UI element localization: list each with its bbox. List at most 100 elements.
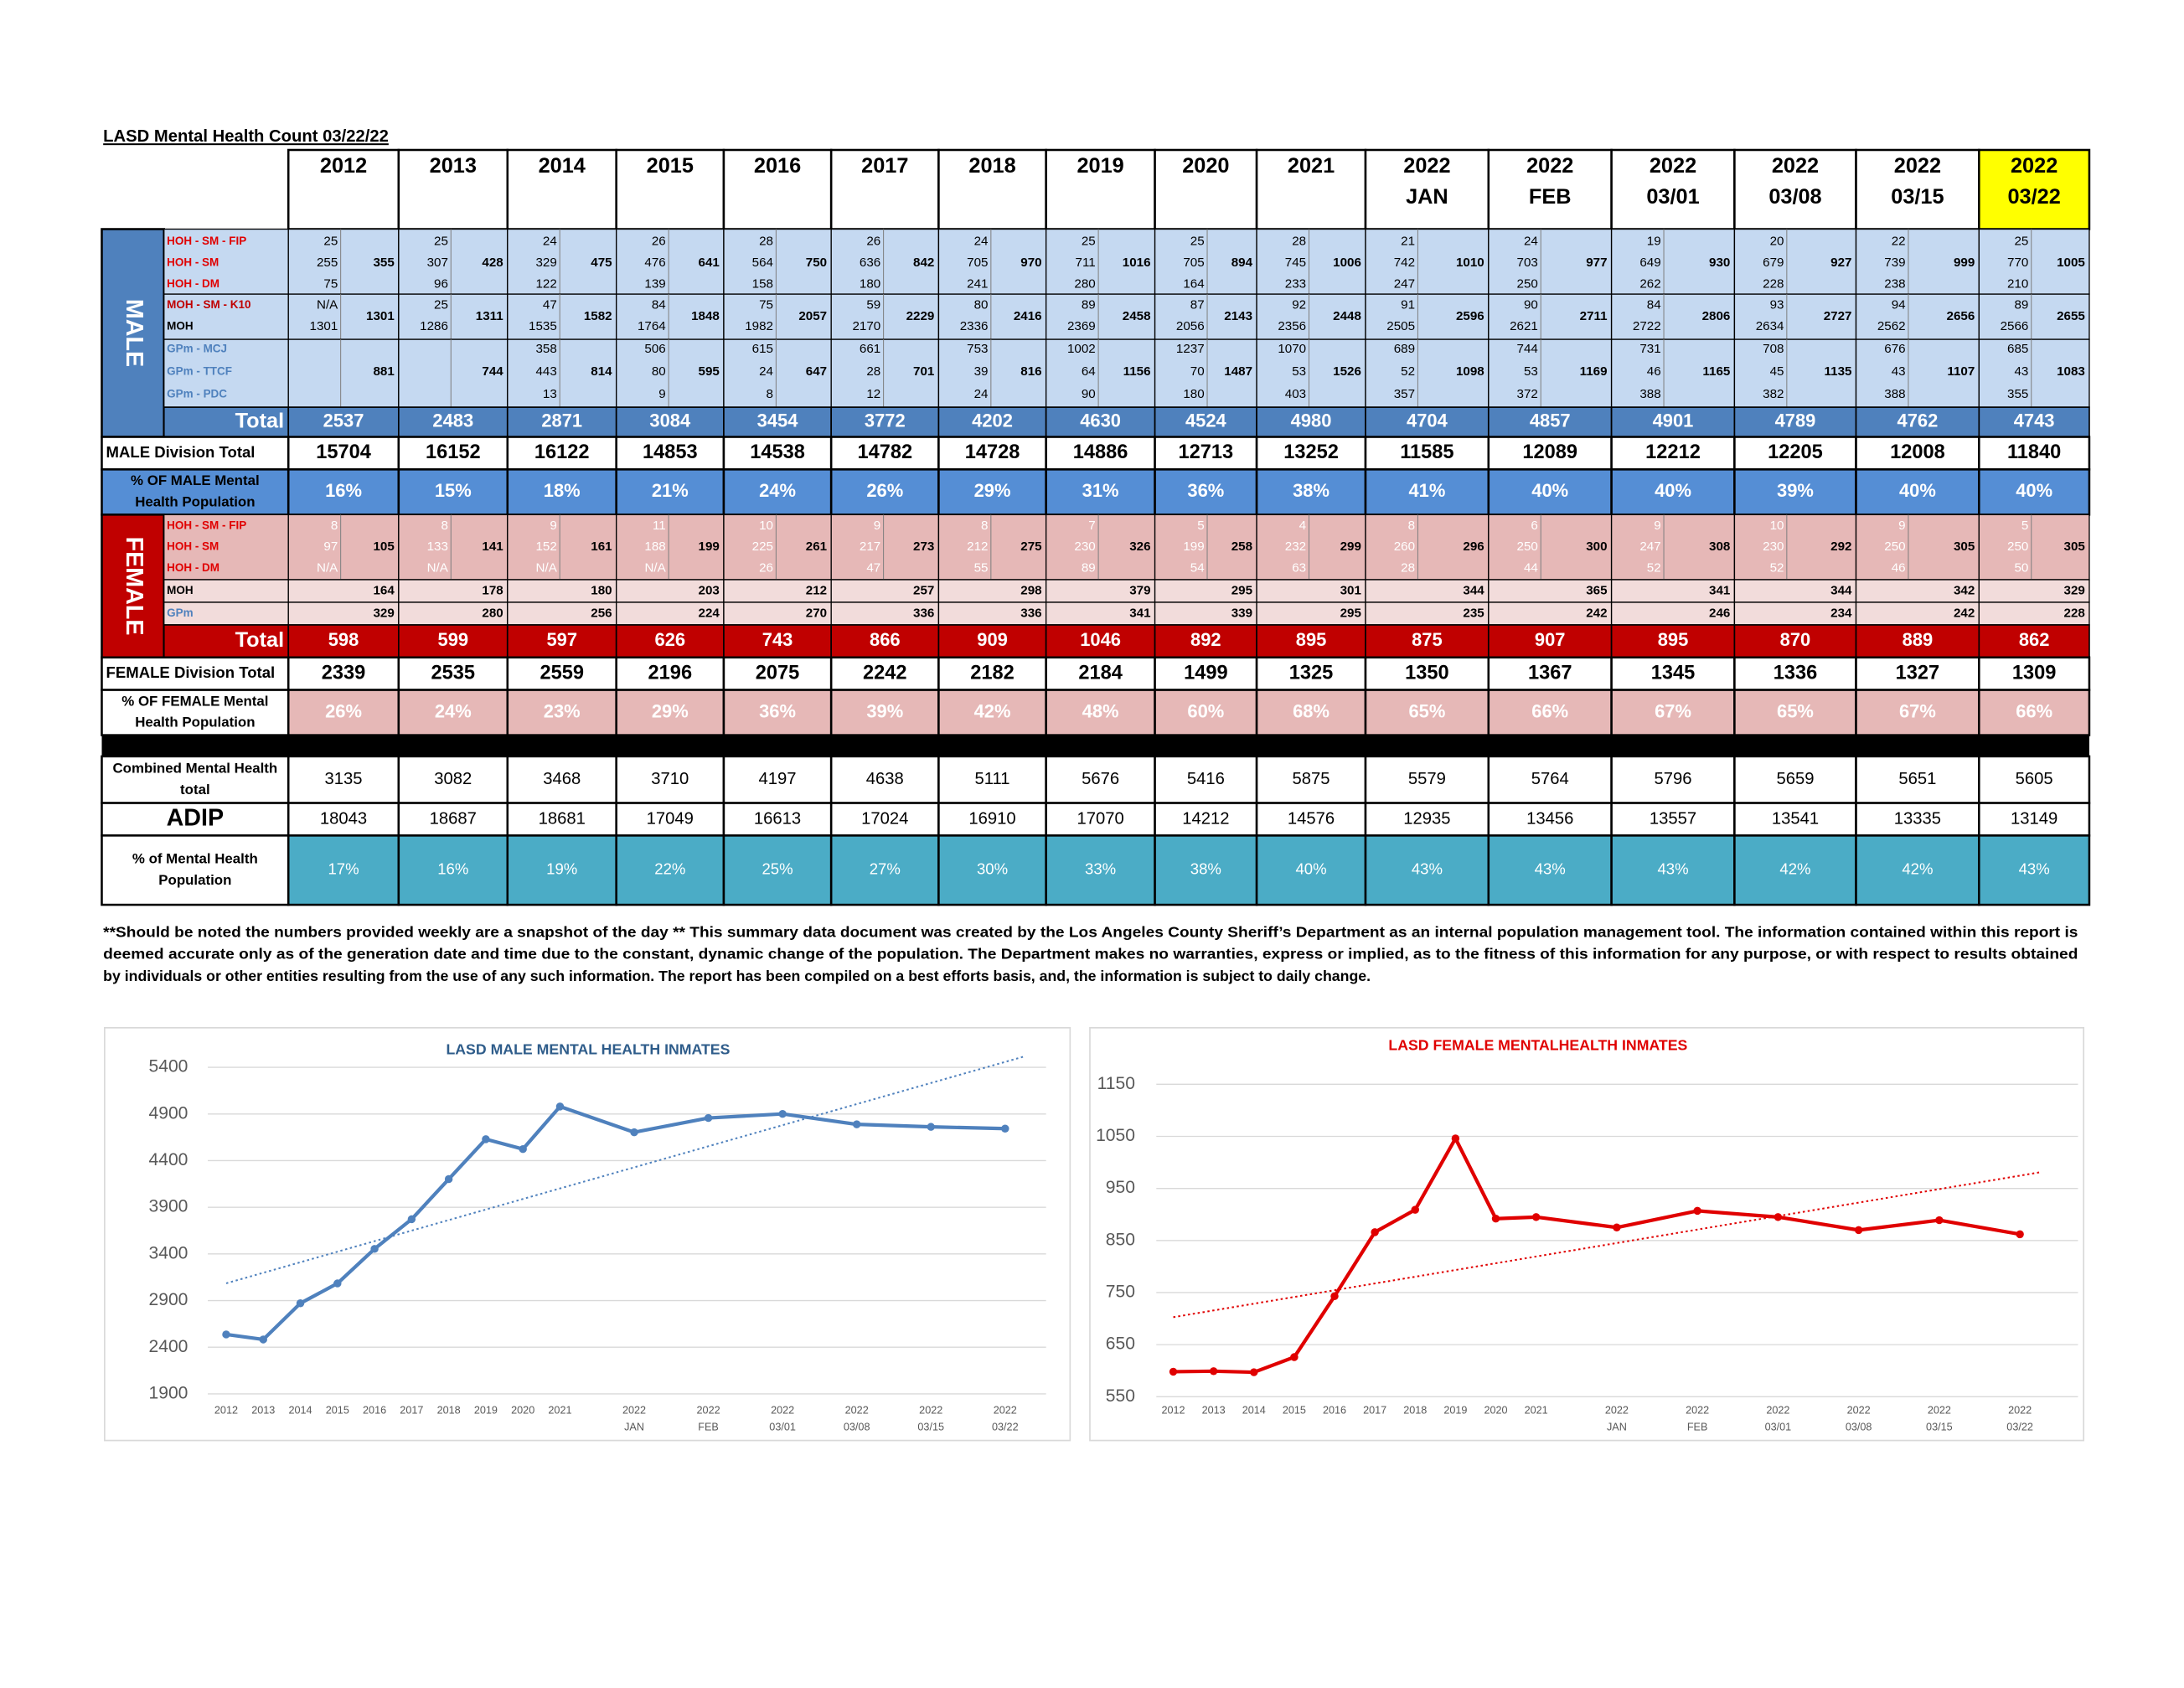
cell-value: 42% [1902,860,1933,878]
detail-value: 97 [323,539,338,554]
y-tick-label: 2900 [149,1290,188,1309]
cell-value: 43% [1657,860,1688,878]
total-cell [830,624,940,658]
data-cell [1733,802,1857,837]
detail-value: 89 [1082,298,1096,312]
cell-value: 43% [2019,860,2050,878]
row-label-cell [101,436,290,471]
subtotal-value: 261 [806,539,828,554]
total-cell [506,624,617,658]
data-cell [1610,755,1736,804]
chart-title: LASD MALE MENTAL HEALTH INMATES [446,1041,730,1058]
data-cell [507,579,617,603]
trendline [1173,1171,2041,1319]
cell-value: 2182 [970,662,1015,684]
detail-value: 21 [1401,235,1415,249]
subtotal-value: 228 [2064,606,2085,620]
detail-value: 4 [1299,519,1306,533]
data-cell [1488,514,1613,581]
data-cell [1365,514,1490,581]
detail-value: 2722 [1633,319,1661,333]
detail-value: 20 [1770,235,1784,249]
data-cell [397,468,509,516]
data-cell [1364,834,1490,906]
data-cell [1733,834,1857,906]
detail-value: 25 [323,235,338,249]
detail-value: 708 [1763,342,1784,356]
subtotal-value: 744 [482,364,503,379]
chart-title: LASD FEMALE MENTALHEALTH INMATES [1388,1036,1687,1053]
detail-value: 47 [543,298,557,312]
detail-value: 2336 [960,319,989,333]
data-point [2016,1230,2024,1239]
detail-value: 75 [323,276,338,291]
data-cell [1045,601,1156,626]
detail-value: 43 [1892,364,1906,379]
data-cell [506,656,617,691]
cell-value: 16152 [426,441,481,463]
detail-value: 8 [1408,519,1415,533]
detail-value: 152 [535,539,556,554]
data-cell [1610,514,1736,581]
row-label-cell [163,293,289,340]
detail-value: 25 [2014,235,2028,249]
x-tick-label: 2022 [994,1404,1017,1416]
cell-value: 60% [1187,700,1224,721]
detail-value: 84 [1647,298,1661,312]
x-tick-label: 2022 [622,1404,646,1416]
data-cell [937,601,1047,626]
subtotal-value: 2727 [1824,309,1852,323]
total-cell [1365,624,1490,658]
cell-value: 3082 [434,770,472,788]
subtotal-value: 1083 [2057,364,2085,379]
cell-value: 65% [1777,700,1814,721]
detail-value: 661 [860,342,880,356]
cell-value: 11585 [1400,441,1453,463]
data-cell [1855,834,1980,906]
data-cell [1487,834,1613,906]
detail-value: 139 [644,276,665,291]
data-cell [937,228,1047,295]
subtotal-value: 2057 [798,309,827,323]
header-cell [397,148,509,230]
row-label: ADIP [167,805,225,832]
total-value: 895 [1296,629,1327,650]
subtotal-value: 1005 [2057,256,2085,270]
data-point [333,1279,342,1288]
subtotal-value: 1107 [1947,364,1975,379]
x-tick-label: 2014 [1242,1404,1266,1416]
y-tick-label: 4900 [149,1103,188,1123]
data-cell [397,689,509,736]
subtotal-value: 299 [1340,539,1361,554]
data-cell [1978,755,2091,804]
data-cell [1610,601,1736,626]
detail-value: 89 [1082,560,1096,575]
detail-value: 180 [860,276,880,291]
data-cell [1978,468,2091,516]
data-cell [287,228,400,295]
cell-value: 14886 [1073,441,1128,463]
data-point [222,1330,230,1339]
detail-value: 685 [2007,342,2028,356]
cell-value: 21% [652,480,689,501]
data-cell [722,436,833,471]
data-point [1613,1223,1621,1231]
data-cell [1610,656,1736,691]
data-point [1451,1134,1460,1143]
cell-value: 26% [325,700,362,721]
x-tick-label: 03/22 [992,1422,1019,1433]
subtotal-value: 295 [1340,606,1362,620]
cell-value: 13252 [1283,441,1339,463]
detail-value: 1982 [745,319,773,333]
header-cell [1610,148,1736,230]
detail-value: 10 [1770,519,1784,533]
detail-value: 52 [1401,364,1415,379]
total-value: 895 [1658,629,1689,650]
x-tick-label: 2022 [1766,1404,1789,1416]
detail-value: 403 [1285,387,1306,401]
total-cell [615,624,725,658]
data-point [519,1144,527,1154]
cell-value: 1336 [1774,662,1818,684]
detail-value: 94 [1892,298,1906,312]
detail-value: 24 [974,235,989,249]
